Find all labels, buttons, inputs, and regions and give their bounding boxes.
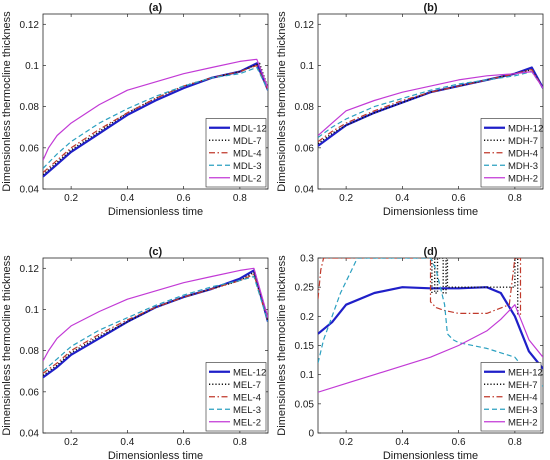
y-tick-label: 0.04	[295, 185, 315, 196]
legend-label: MDH-12	[508, 123, 543, 134]
series-line-mel-2	[43, 267, 268, 362]
legend-label: MDH-4	[508, 148, 538, 159]
series-line-mdl-3	[43, 66, 268, 169]
y-tick-label: 0.1	[25, 305, 39, 316]
x-tick-label: 0.2	[339, 437, 353, 448]
legend-label: MEH-7	[508, 380, 538, 391]
panel-label: (c)	[149, 246, 163, 258]
y-tick-label: 0.25	[295, 283, 315, 294]
legend-label: MDL-7	[233, 136, 262, 147]
y-tick-label: 0.04	[20, 429, 40, 440]
series-line-mel-4	[43, 273, 268, 374]
x-tick-label: 0.6	[452, 193, 466, 204]
y-tick-label: 0.1	[300, 61, 314, 72]
legend-box	[480, 118, 542, 188]
series-line-mdl-2	[43, 58, 268, 161]
series-line-meh-7	[431, 258, 519, 317]
x-tick-label: 0.8	[508, 193, 522, 204]
legend-label: MDL-2	[233, 173, 262, 184]
series-line-mdh-3	[318, 70, 543, 138]
y-tick-label: 0.1	[300, 370, 314, 381]
legend-box	[205, 118, 267, 188]
y-tick-label: 0.04	[20, 185, 40, 196]
x-tick-label: 0.4	[120, 193, 134, 204]
x-tick-label: 0.6	[452, 437, 466, 448]
series-line-mel-3	[43, 275, 268, 372]
x-tick-label: 0.6	[177, 193, 191, 204]
y-tick-label: 0.3	[300, 254, 314, 265]
x-axis-label: Dimensionless time	[383, 450, 478, 460]
panel-label: (b)	[423, 2, 437, 14]
series-line-mdl-4	[43, 64, 268, 173]
legend-label: MDH-3	[508, 161, 538, 172]
y-axis-label: Dimensionless thermocline thickness	[1, 255, 13, 436]
legend-label: MEL-7	[233, 380, 261, 391]
x-tick-label: 0.8	[233, 193, 247, 204]
panel-label: (a)	[149, 2, 163, 14]
x-tick-label: 0.4	[120, 437, 134, 448]
panel-label: (d)	[423, 246, 437, 258]
y-tick-label: 0.12	[20, 264, 40, 275]
legend-label: MEH-12	[508, 367, 543, 378]
x-tick-label: 0.4	[395, 437, 409, 448]
x-axis-label: Dimensionless time	[383, 206, 478, 218]
series-line-mdh-2	[318, 70, 543, 136]
y-tick-label: 0.06	[295, 143, 315, 154]
x-tick-label: 0.2	[339, 193, 353, 204]
legend-label: MEL-4	[233, 392, 261, 403]
series-line-meh-2	[318, 304, 543, 393]
x-tick-label: 0.8	[508, 437, 522, 448]
y-tick-label: 0.06	[20, 387, 40, 398]
legend-label: MEL-12	[233, 367, 266, 378]
x-tick-label: 0.4	[395, 193, 409, 204]
y-tick-label: 0.08	[20, 102, 40, 113]
y-axis-label: Dimensionless thermocline thickness	[276, 255, 288, 436]
series-line-mdh-12	[318, 66, 543, 147]
chart-panel: 0.2 0.4 0.6 0.8 0.04 0.06 0.08 0.1 0.12 (c) Dimens…	[1, 246, 269, 460]
x-tick-label: 0.6	[177, 437, 191, 448]
x-axis-label: Dimensionless time	[108, 206, 203, 218]
series-line-meh-12	[318, 286, 543, 370]
legend-label: MDH-7	[508, 136, 538, 147]
series-line-mdh-4	[318, 68, 543, 143]
series-line-meh-3	[318, 258, 543, 387]
y-axis-label: Dimensionless thermocline thickness	[276, 11, 288, 192]
chart-panel: 0.2 0.4 0.6 0.8 0.04 0.06 0.08 0.1 0.12 (b) Dimens…	[276, 2, 544, 218]
chart-panel: 0.2 0.4 0.6 0.8 0 0.05 0.1 0.15 0.2 0.25 0.3 (d) Dim…	[276, 246, 544, 460]
y-tick-label: 0	[308, 429, 314, 440]
y-axis-label: Dimensionless thermocline thickness	[1, 11, 13, 192]
x-tick-label: 0.2	[64, 193, 78, 204]
series-line-mel-7	[43, 271, 268, 376]
y-tick-label: 0.1	[25, 61, 39, 72]
x-tick-label: 0.2	[64, 437, 78, 448]
y-tick-label: 0.06	[20, 143, 40, 154]
y-tick-label: 0.15	[295, 341, 315, 352]
legend-box	[480, 362, 542, 432]
legend-label: MDL-4	[233, 148, 262, 159]
y-tick-label: 0.08	[20, 346, 40, 357]
legend-label: MEH-3	[508, 405, 538, 416]
y-tick-label: 0.12	[20, 20, 40, 31]
y-tick-label: 0.2	[300, 312, 314, 323]
legend-label: MDL-12	[233, 123, 267, 134]
legend-label: MEH-4	[508, 392, 538, 403]
legend-label: MEL-2	[233, 417, 261, 428]
legend-label: MDH-2	[508, 173, 538, 184]
y-tick-label: 0.05	[295, 399, 315, 410]
chart-panel: 0.2 0.4 0.6 0.8 0.04 0.06 0.08 0.1 0.12 (a) Dimens…	[1, 2, 269, 218]
y-tick-label: 0.12	[295, 20, 315, 31]
legend-label: MDL-3	[233, 161, 262, 172]
x-tick-label: 0.8	[233, 437, 247, 448]
legend-label: MEH-2	[508, 417, 538, 428]
x-axis-label: Dimensionless time	[108, 450, 203, 460]
legend-label: MEL-3	[233, 405, 261, 416]
legend-box	[205, 362, 267, 432]
y-tick-label: 0.08	[295, 102, 315, 113]
